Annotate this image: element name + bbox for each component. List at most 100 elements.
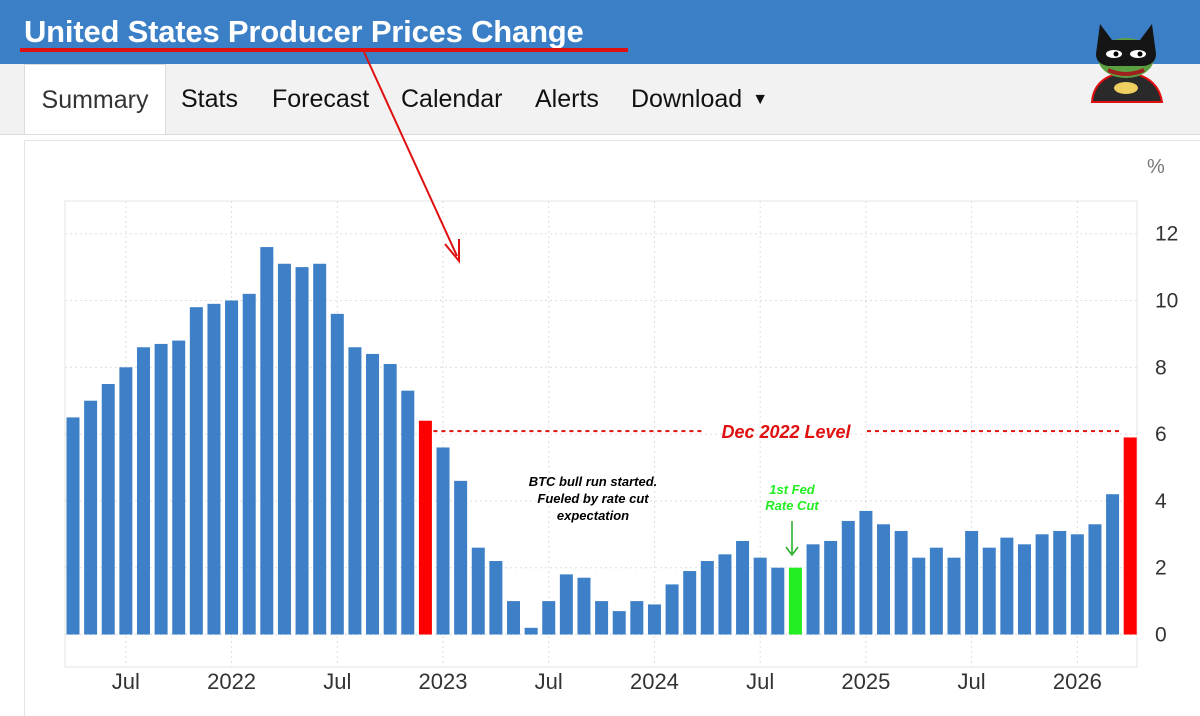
y-tick-label: 8 <box>1155 356 1167 379</box>
bar <box>1017 544 1031 635</box>
y-tick-label: 6 <box>1155 423 1167 446</box>
x-tick-label: 2022 <box>207 669 256 694</box>
bar <box>912 557 926 635</box>
bar <box>559 574 573 635</box>
bar <box>824 540 838 635</box>
x-tick-label: 2025 <box>841 669 890 694</box>
y-unit-label: % <box>1147 156 1165 178</box>
bar <box>1000 537 1014 635</box>
bar <box>471 547 485 635</box>
tab-alerts[interactable]: Alerts <box>535 85 599 113</box>
bar <box>1070 534 1084 635</box>
chart-panel: 0 2 4 6 8 10 12% Jul 2022 Jul 2023 Jul 2024 Jul 2025 Ju… <box>24 140 1200 716</box>
bar <box>524 627 538 635</box>
annotation-fed-text: Rate Cut <box>765 498 819 513</box>
fed-arrow-head <box>785 546 799 557</box>
annotation-btc-text: expectation <box>557 508 629 523</box>
bar <box>172 340 186 635</box>
bar <box>542 601 556 635</box>
bar <box>612 611 626 635</box>
x-tick-label: Jul <box>535 669 563 694</box>
bar <box>348 347 362 635</box>
tab-download-label: Download <box>631 85 743 113</box>
bar <box>507 601 520 635</box>
tab-calendar[interactable]: Calendar <box>401 85 503 113</box>
bar <box>894 530 908 635</box>
bar <box>242 293 256 635</box>
x-tick-label: 2026 <box>1053 669 1102 694</box>
bar <box>947 557 961 635</box>
bar <box>700 561 714 635</box>
producer-prices-chart: 0 2 4 6 8 10 12% Jul 2022 Jul 2023 Jul 2024 Jul 2025 Ju… <box>64 156 1178 694</box>
bar <box>207 303 221 635</box>
bar-projection <box>1123 437 1137 635</box>
y-tick-label: 0 <box>1155 624 1167 647</box>
title-underline <box>20 48 628 52</box>
bar <box>683 571 697 635</box>
bar <box>260 247 274 635</box>
bar <box>841 520 855 635</box>
x-tick-label: Jul <box>746 669 774 694</box>
bar <box>383 363 397 635</box>
y-tick-label: 12 <box>1155 223 1178 246</box>
bar <box>489 561 503 635</box>
bar <box>753 557 767 635</box>
bar <box>877 524 891 635</box>
bar <box>418 420 432 635</box>
chevron-down-icon: ▼ <box>752 91 769 108</box>
tab-download[interactable]: Download ▼ <box>631 64 768 134</box>
bar <box>366 353 380 635</box>
bar <box>630 601 644 635</box>
x-tick-label: 2024 <box>630 669 679 694</box>
y-tick-label: 2 <box>1155 557 1167 580</box>
x-tick-label: 2023 <box>419 669 468 694</box>
bar <box>965 530 979 635</box>
bar <box>982 547 996 635</box>
bar <box>1088 524 1102 635</box>
bar <box>313 263 327 635</box>
annotation-fed-text: 1st Fed <box>769 482 816 497</box>
bar <box>1106 494 1120 635</box>
bar <box>929 547 943 635</box>
bar <box>101 384 115 635</box>
tab-bar: Summary Stats Forecast Calendar Alerts D… <box>0 64 1200 135</box>
bar <box>718 554 732 635</box>
bar <box>330 313 344 635</box>
bar <box>859 510 873 635</box>
bar <box>577 577 591 635</box>
bar <box>436 447 450 635</box>
bar <box>771 567 785 635</box>
bar <box>295 267 309 635</box>
annotation-btc-text: Fueled by rate cut <box>537 491 649 506</box>
bar <box>277 263 291 635</box>
bar <box>1053 530 1067 635</box>
page-title: United States Producer Prices Change <box>24 14 584 49</box>
bar <box>454 480 468 635</box>
bar <box>119 367 133 635</box>
bar <box>136 347 150 635</box>
y-tick-label: 4 <box>1155 490 1167 513</box>
tab-forecast[interactable]: Forecast <box>272 85 370 113</box>
header-bar <box>0 0 1200 64</box>
tab-stats[interactable]: Stats <box>181 85 238 113</box>
bar <box>1035 534 1049 635</box>
tab-summary[interactable]: Summary <box>24 64 166 134</box>
reference-line-label: Dec 2022 Level <box>721 422 851 442</box>
bar <box>225 300 239 635</box>
bar <box>154 343 168 635</box>
bar <box>736 540 750 635</box>
bar <box>84 400 98 635</box>
x-tick-label: Jul <box>958 669 986 694</box>
bar <box>595 601 609 635</box>
bar <box>66 417 80 635</box>
bar <box>665 584 679 635</box>
bar <box>806 544 820 635</box>
bar <box>401 390 415 635</box>
x-tick-label: Jul <box>112 669 140 694</box>
avatar <box>1090 24 1164 103</box>
x-tick-label: Jul <box>323 669 351 694</box>
bar <box>788 567 802 635</box>
y-tick-label: 10 <box>1155 290 1178 313</box>
bar <box>647 604 661 635</box>
bar <box>189 307 203 635</box>
